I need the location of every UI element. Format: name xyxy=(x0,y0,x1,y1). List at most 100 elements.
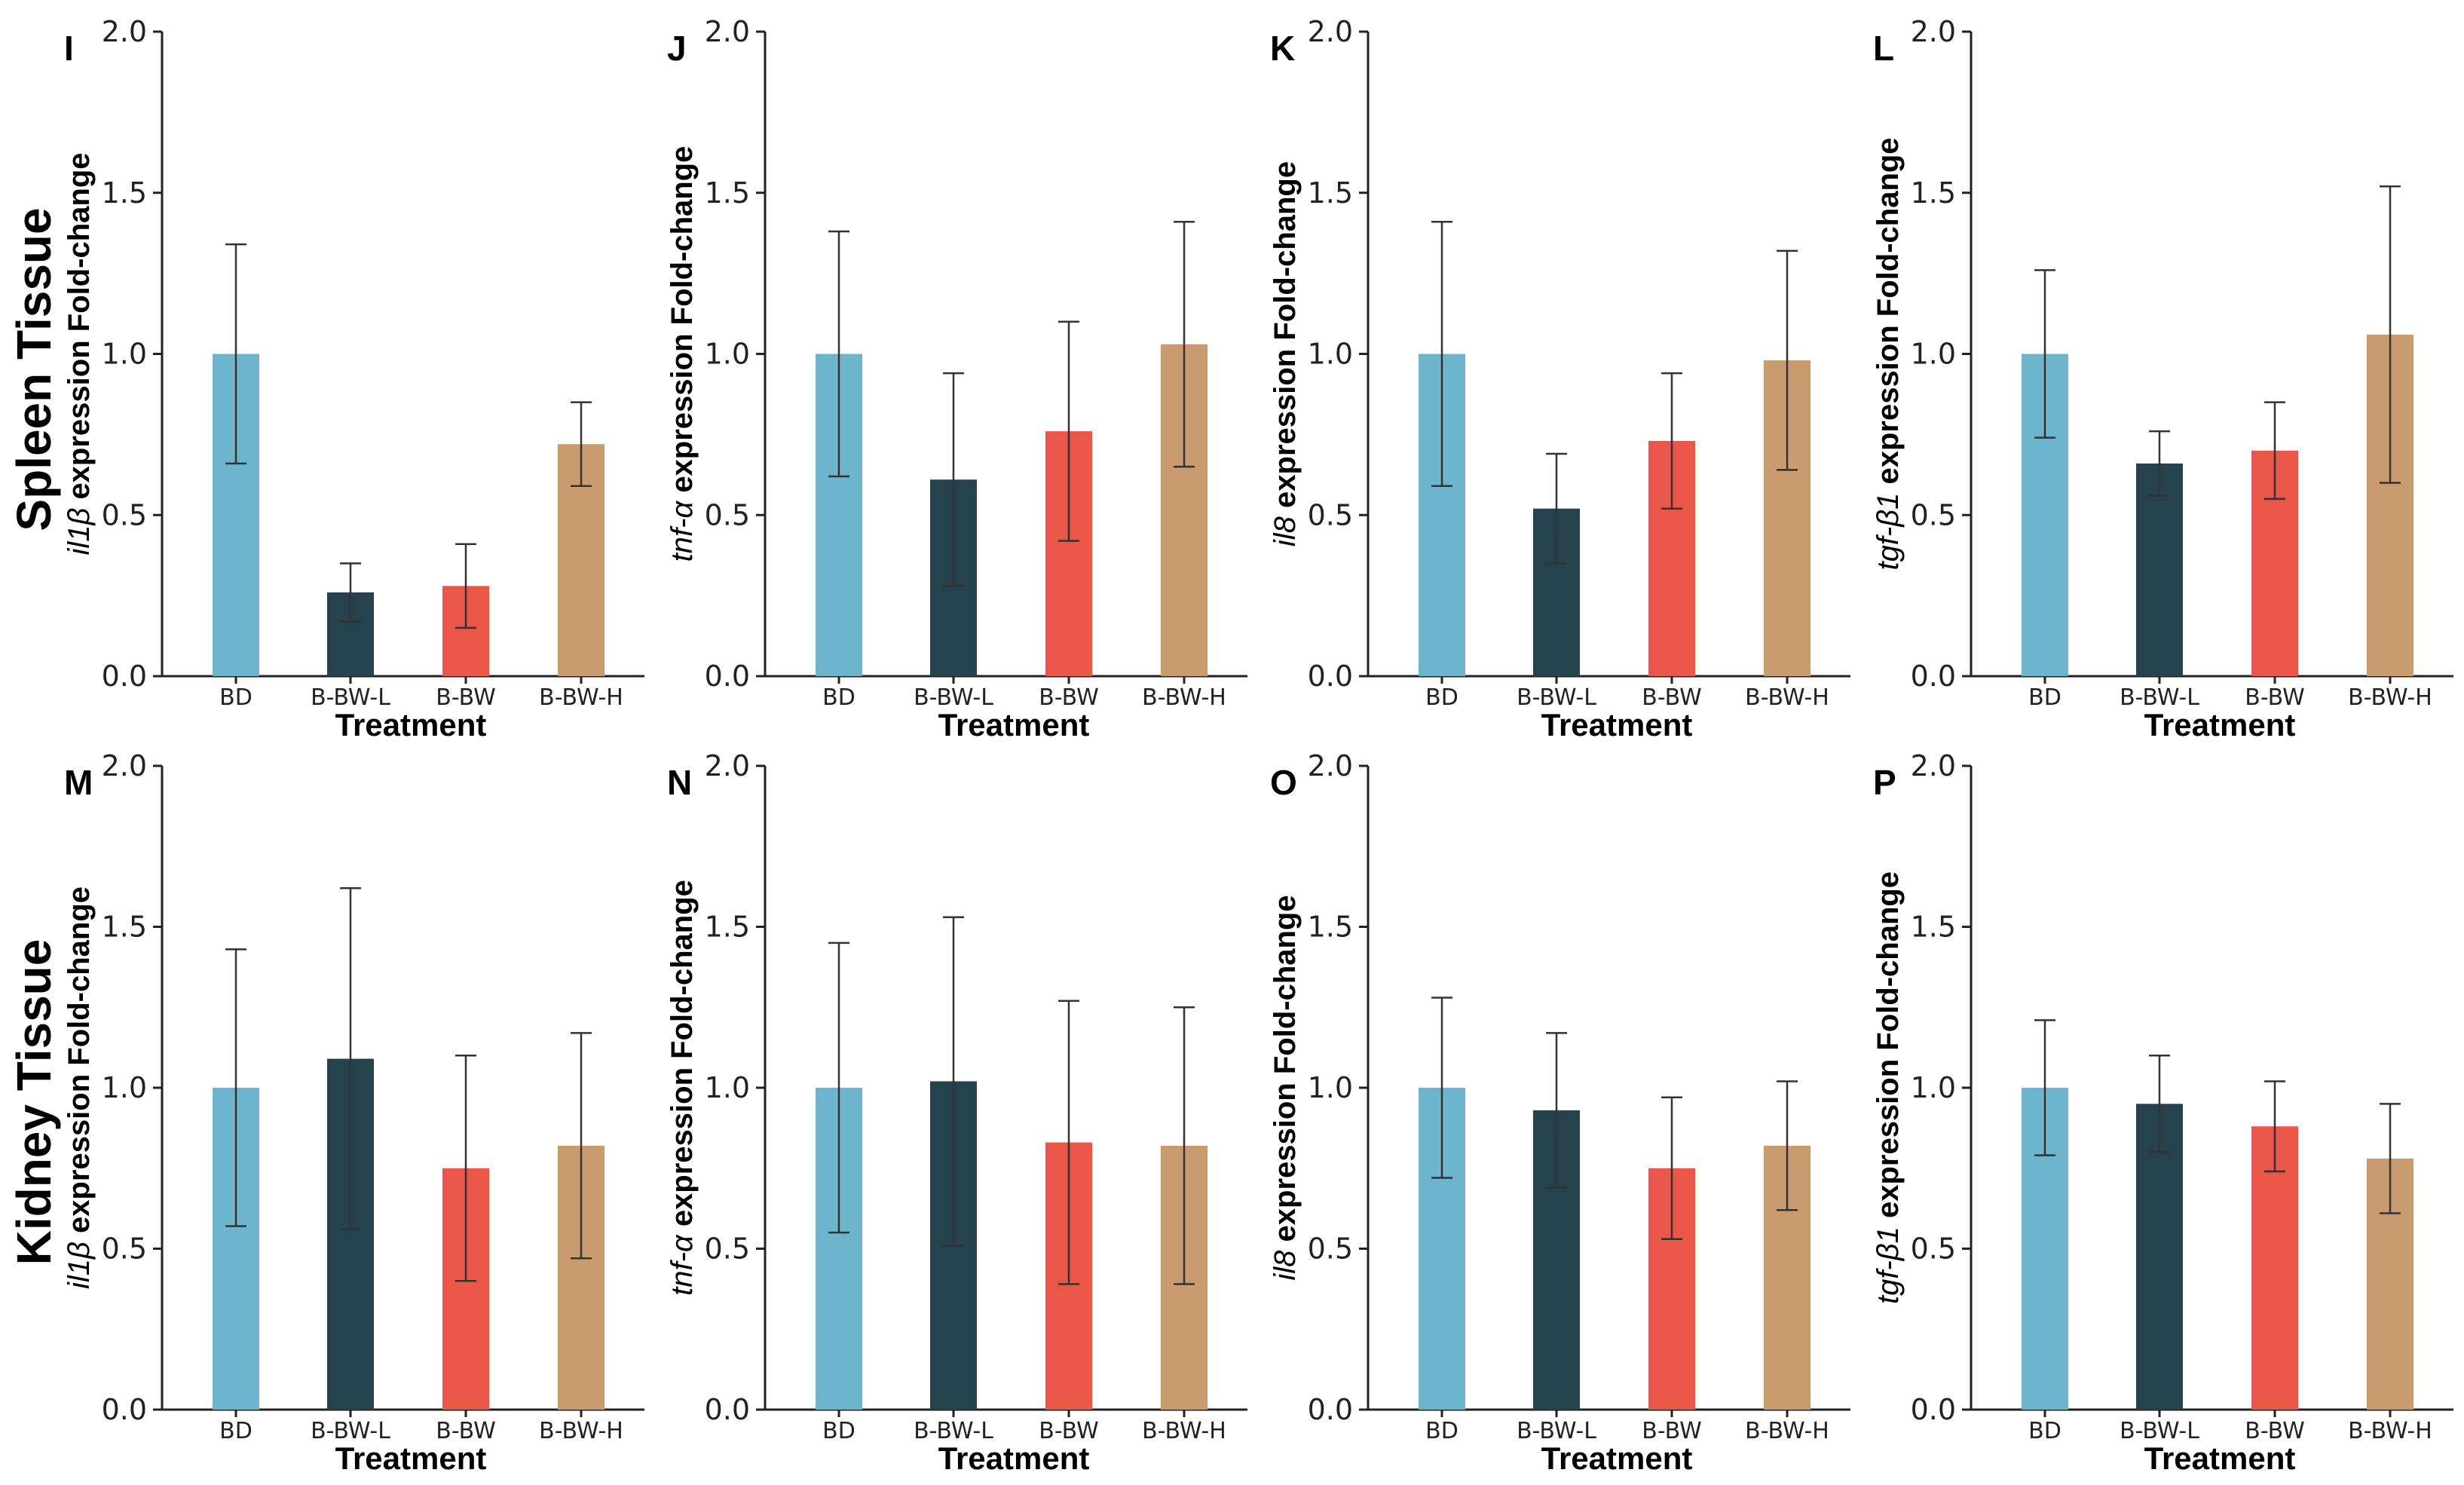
x-tick-label: BD xyxy=(2028,684,2061,711)
panel-letter: P xyxy=(1873,763,1896,802)
y-tick-label: 2.0 xyxy=(1911,15,1956,48)
x-axis-title: Treatment xyxy=(2144,1441,2296,1476)
x-tick-label: BD xyxy=(2028,1418,2061,1444)
panel-letter: O xyxy=(1270,763,1297,802)
y-tick-label: 2.0 xyxy=(1308,15,1353,48)
x-tick-label: B-BW-L xyxy=(311,1418,390,1444)
y-axis-title: tnf-α expression Fold-change xyxy=(666,146,699,562)
panel-letter: N xyxy=(667,763,692,802)
y-tick-label: 0.0 xyxy=(102,1393,147,1426)
x-tick-label: B-BW xyxy=(436,1418,496,1444)
row-label-kidney: Kidney Tissue xyxy=(7,939,61,1266)
panel-letter: L xyxy=(1873,29,1894,68)
x-tick-label: BD xyxy=(219,1418,253,1444)
y-tick-label: 0.0 xyxy=(1911,1393,1956,1426)
panel-letter: I xyxy=(64,29,74,68)
y-tick-label: 0.0 xyxy=(1911,660,1956,693)
panel-letter: M xyxy=(64,763,93,802)
y-axis-suffix: expression Fold-change xyxy=(1872,137,1905,492)
y-axis-suffix: expression Fold-change xyxy=(1872,871,1905,1226)
x-tick-label: B-BW-H xyxy=(1142,684,1226,711)
y-tick-label: 1.5 xyxy=(102,911,147,944)
y-tick-label: 2.0 xyxy=(1911,749,1956,782)
y-axis-gene: tnf-α xyxy=(666,1234,699,1296)
x-tick-label: B-BW xyxy=(1642,684,1702,711)
x-tick-label: B-BW-H xyxy=(2348,684,2432,711)
x-tick-label: BD xyxy=(822,684,856,711)
x-tick-label: B-BW xyxy=(2245,684,2305,711)
y-tick-label: 1.0 xyxy=(705,338,750,371)
x-axis-title: Treatment xyxy=(2144,707,2296,742)
y-tick-label: 0.5 xyxy=(102,1232,147,1266)
y-axis-suffix: expression Fold-change xyxy=(63,886,96,1242)
y-tick-label: 0.5 xyxy=(705,498,750,531)
x-tick-label: B-BW-H xyxy=(539,684,623,711)
y-tick-label: 1.5 xyxy=(1911,176,1956,210)
y-tick-label: 2.0 xyxy=(102,749,147,782)
panel-letter: J xyxy=(667,29,687,68)
y-tick-label: 0.5 xyxy=(705,1232,750,1266)
bar-b-bw-l xyxy=(2136,463,2183,676)
x-tick-label: B-BW-L xyxy=(1517,1418,1596,1444)
y-tick-label: 0.5 xyxy=(102,498,147,531)
bar-b-bw xyxy=(2251,1126,2298,1410)
x-tick-label: B-BW-H xyxy=(1745,684,1829,711)
panel-letter: K xyxy=(1270,29,1295,68)
y-tick-label: 1.5 xyxy=(1911,911,1956,944)
y-tick-label: 0.5 xyxy=(1308,498,1353,531)
y-tick-label: 1.0 xyxy=(1911,338,1956,371)
y-axis-title: tgf-β1 expression Fold-change xyxy=(1872,137,1905,570)
y-axis-title: il8 expression Fold-change xyxy=(1269,895,1302,1280)
y-tick-label: 1.0 xyxy=(1308,1071,1353,1104)
y-axis-title: tgf-β1 expression Fold-change xyxy=(1872,871,1905,1304)
y-axis-suffix: expression Fold-change xyxy=(1269,895,1302,1250)
x-axis-title: Treatment xyxy=(938,1441,1090,1476)
y-tick-label: 1.0 xyxy=(1308,338,1353,371)
x-tick-label: B-BW-H xyxy=(1745,1418,1829,1444)
bar-b-bw-l xyxy=(2136,1104,2183,1410)
x-tick-label: B-BW xyxy=(1039,1418,1099,1444)
x-axis-title: Treatment xyxy=(335,707,487,742)
y-axis-suffix: expression Fold-change xyxy=(63,152,96,507)
x-tick-label: B-BW-L xyxy=(311,684,390,711)
y-tick-label: 2.0 xyxy=(705,15,750,48)
x-tick-label: B-BW xyxy=(2245,1418,2305,1444)
x-tick-label: B-BW-L xyxy=(2120,684,2199,711)
y-axis-gene: il8 xyxy=(1269,1250,1302,1281)
y-axis-gene: il1β xyxy=(63,1242,96,1289)
y-axis-gene: tnf-α xyxy=(666,501,699,562)
x-tick-label: BD xyxy=(1425,1418,1459,1444)
x-tick-label: B-BW-L xyxy=(2120,1418,2199,1444)
y-tick-label: 1.5 xyxy=(1308,911,1353,944)
y-tick-label: 1.5 xyxy=(705,911,750,944)
y-axis-gene: il1β xyxy=(63,508,96,556)
x-tick-label: B-BW-H xyxy=(1142,1418,1226,1444)
y-tick-label: 0.5 xyxy=(1308,1232,1353,1266)
y-tick-label: 1.0 xyxy=(102,1071,147,1104)
y-tick-label: 1.5 xyxy=(705,176,750,210)
y-axis-title: il1β expression Fold-change xyxy=(63,886,96,1289)
x-tick-label: BD xyxy=(822,1418,856,1444)
x-axis-title: Treatment xyxy=(1541,707,1693,742)
y-tick-label: 0.5 xyxy=(1911,498,1956,531)
y-axis-gene: il8 xyxy=(1269,516,1302,547)
x-tick-label: B-BW xyxy=(436,684,496,711)
y-axis-gene: tgf-β1 xyxy=(1872,1226,1905,1304)
x-tick-label: BD xyxy=(1425,684,1459,711)
y-tick-label: 1.5 xyxy=(102,176,147,210)
y-axis-title: tnf-α expression Fold-change xyxy=(666,880,699,1296)
x-tick-label: B-BW-L xyxy=(1517,684,1596,711)
row-label-spleen: Spleen Tissue xyxy=(7,207,61,531)
x-tick-label: B-BW xyxy=(1039,684,1099,711)
x-tick-label: B-BW-H xyxy=(2348,1418,2432,1444)
y-axis-gene: tgf-β1 xyxy=(1872,493,1905,571)
y-tick-label: 2.0 xyxy=(102,15,147,48)
y-axis-suffix: expression Fold-change xyxy=(666,880,699,1235)
